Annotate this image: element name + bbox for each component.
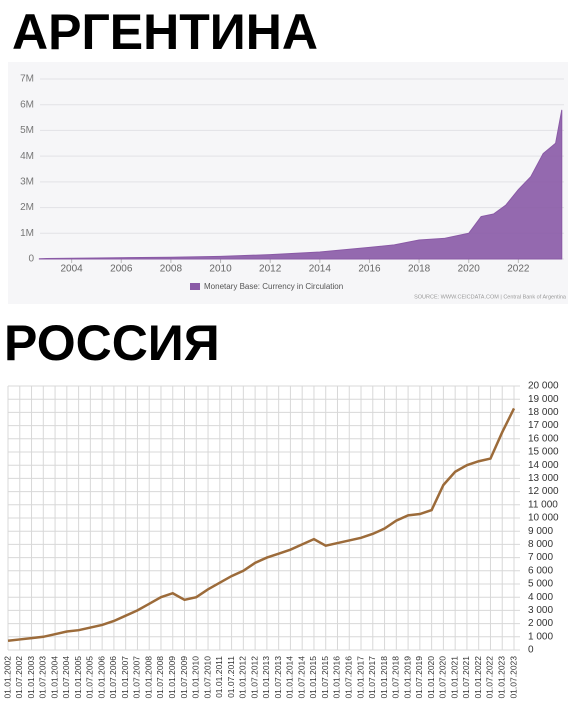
x-tick-label: 01.01.2016 bbox=[332, 656, 342, 699]
y-tick-label: 6 000 bbox=[528, 565, 553, 576]
x-tick-label: 01.07.2006 bbox=[108, 656, 118, 699]
x-tick-label: 01.07.2022 bbox=[485, 656, 495, 699]
x-tick-label: 01.07.2023 bbox=[508, 656, 518, 699]
x-tick-label: 01.01.2021 bbox=[449, 656, 459, 699]
area bbox=[38, 109, 563, 260]
x-tick-label: 01.01.2004 bbox=[49, 656, 59, 699]
y-tick-label: 4M bbox=[20, 151, 34, 162]
y-tick-label: 1 000 bbox=[528, 631, 553, 642]
x-tick-label: 01.07.2018 bbox=[391, 656, 401, 699]
x-tick-label: 01.01.2010 bbox=[191, 656, 201, 699]
y-tick-label: 2 000 bbox=[528, 618, 553, 629]
x-tick-label: 01.01.2020 bbox=[426, 656, 436, 699]
x-tick-label: 01.01.2017 bbox=[355, 656, 365, 699]
x-tick-label: 2008 bbox=[160, 264, 183, 275]
heading: АРГЕНТИНА bbox=[12, 4, 318, 60]
y-tick-label: 5 000 bbox=[528, 579, 553, 590]
y-tick-label: 7M bbox=[20, 74, 34, 85]
y-tick-label: 14 000 bbox=[528, 460, 559, 471]
x-tick-label: 01.01.2014 bbox=[285, 656, 295, 699]
x-tick-label: 2014 bbox=[309, 264, 332, 275]
panel-background bbox=[8, 62, 568, 304]
x-tick-label: 01.07.2015 bbox=[320, 656, 330, 699]
x-tick-label: 01.01.2015 bbox=[308, 656, 318, 699]
x-tick-label: 01.07.2019 bbox=[414, 656, 424, 699]
y-tick-label: 20 000 bbox=[528, 381, 559, 392]
y-tick-label: 7 000 bbox=[528, 552, 553, 563]
y-tick-label: 0 bbox=[528, 645, 534, 656]
y-tick-label: 18 000 bbox=[528, 407, 559, 418]
y-tick-label: 2M bbox=[20, 202, 34, 213]
x-tick-label: 2020 bbox=[458, 264, 481, 275]
y-tick-label: 5M bbox=[20, 125, 34, 136]
x-tick-label: 01.01.2011 bbox=[214, 656, 224, 698]
x-tick-label: 01.01.2005 bbox=[73, 656, 83, 699]
heading: РОССИЯ bbox=[4, 315, 220, 371]
x-tick-label: 01.01.2002 bbox=[2, 656, 12, 699]
x-tick-label: 2016 bbox=[358, 264, 381, 275]
legend-label: Monetary Base: Currency in Circulation bbox=[204, 282, 343, 291]
x-tick-label: 01.01.2018 bbox=[379, 656, 389, 699]
y-tick-label: 1M bbox=[20, 228, 34, 239]
x-tick-label: 01.07.2016 bbox=[344, 656, 354, 699]
x-tick-label: 01.07.2014 bbox=[296, 656, 306, 699]
y-tick-label: 13 000 bbox=[528, 473, 559, 484]
y-tick-label: 3 000 bbox=[528, 605, 553, 616]
x-tick-label: 01.07.2021 bbox=[461, 656, 471, 699]
legend-swatch bbox=[190, 283, 200, 290]
y-tick-label: 0 bbox=[28, 254, 34, 265]
x-tick-label: 01.01.2019 bbox=[402, 656, 412, 699]
x-tick-label: 01.01.2007 bbox=[120, 656, 130, 699]
source-note: SOURCE: WWW.CEICDATA.COM | Central Bank … bbox=[414, 294, 567, 300]
x-tick-label: 01.07.2002 bbox=[14, 656, 24, 699]
x-tick-label: 01.07.2010 bbox=[202, 656, 212, 699]
x-tick-label: 01.01.2008 bbox=[143, 656, 153, 699]
x-tick-label: 01.01.2006 bbox=[96, 656, 106, 699]
x-tick-label: 2018 bbox=[408, 264, 431, 275]
y-tick-label: 19 000 bbox=[528, 394, 559, 405]
x-tick-label: 01.01.2013 bbox=[261, 656, 271, 699]
y-tick-label: 10 000 bbox=[528, 513, 559, 524]
line bbox=[7, 407, 516, 643]
y-tick-label: 16 000 bbox=[528, 433, 559, 444]
y-tick-label: 4 000 bbox=[528, 592, 553, 603]
x-tick-label: 01.07.2012 bbox=[249, 656, 259, 699]
x-tick-label: 01.07.2008 bbox=[155, 656, 165, 699]
x-tick-label: 01.07.2020 bbox=[438, 656, 448, 699]
x-tick-label: 01.07.2009 bbox=[179, 656, 189, 699]
x-tick-label: 2012 bbox=[259, 264, 282, 275]
y-tick-label: 12 000 bbox=[528, 486, 559, 497]
x-tick-label: 2022 bbox=[507, 264, 530, 275]
x-tick-label: 01.07.2017 bbox=[367, 656, 377, 699]
y-tick-label: 6M bbox=[20, 99, 34, 110]
x-tick-label: 01.07.2003 bbox=[38, 656, 48, 699]
x-tick-label: 2006 bbox=[110, 264, 133, 275]
x-tick-label: 01.07.2013 bbox=[273, 656, 283, 699]
y-tick-label: 11 000 bbox=[528, 499, 558, 510]
x-tick-label: 01.01.2003 bbox=[26, 656, 36, 699]
x-tick-label: 01.01.2009 bbox=[167, 656, 177, 699]
x-tick-label: 01.07.2004 bbox=[61, 656, 71, 699]
x-tick-label: 2010 bbox=[209, 264, 232, 275]
x-tick-label: 2004 bbox=[61, 264, 84, 275]
x-tick-label: 01.07.2005 bbox=[85, 656, 95, 699]
x-tick-label: 01.01.2012 bbox=[238, 656, 248, 699]
x-tick-label: 01.07.2011 bbox=[226, 656, 236, 698]
x-tick-label: 01.01.2022 bbox=[473, 656, 483, 699]
x-tick-label: 01.07.2007 bbox=[132, 656, 142, 699]
y-tick-label: 15 000 bbox=[528, 447, 559, 458]
y-tick-label: 3M bbox=[20, 176, 34, 187]
y-tick-label: 9 000 bbox=[528, 526, 553, 537]
y-tick-label: 8 000 bbox=[528, 539, 553, 550]
y-tick-label: 17 000 bbox=[528, 420, 559, 431]
x-tick-label: 01.01.2023 bbox=[496, 656, 506, 699]
